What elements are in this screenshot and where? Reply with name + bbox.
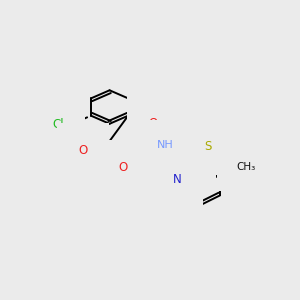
Text: CH₃: CH₃: [236, 162, 255, 172]
Text: O: O: [118, 161, 128, 174]
Text: NH: NH: [157, 140, 174, 150]
Text: O: O: [78, 144, 88, 157]
Text: S: S: [204, 140, 212, 153]
Text: Cl: Cl: [52, 118, 64, 131]
Text: O: O: [148, 117, 158, 130]
Text: N: N: [172, 173, 182, 186]
